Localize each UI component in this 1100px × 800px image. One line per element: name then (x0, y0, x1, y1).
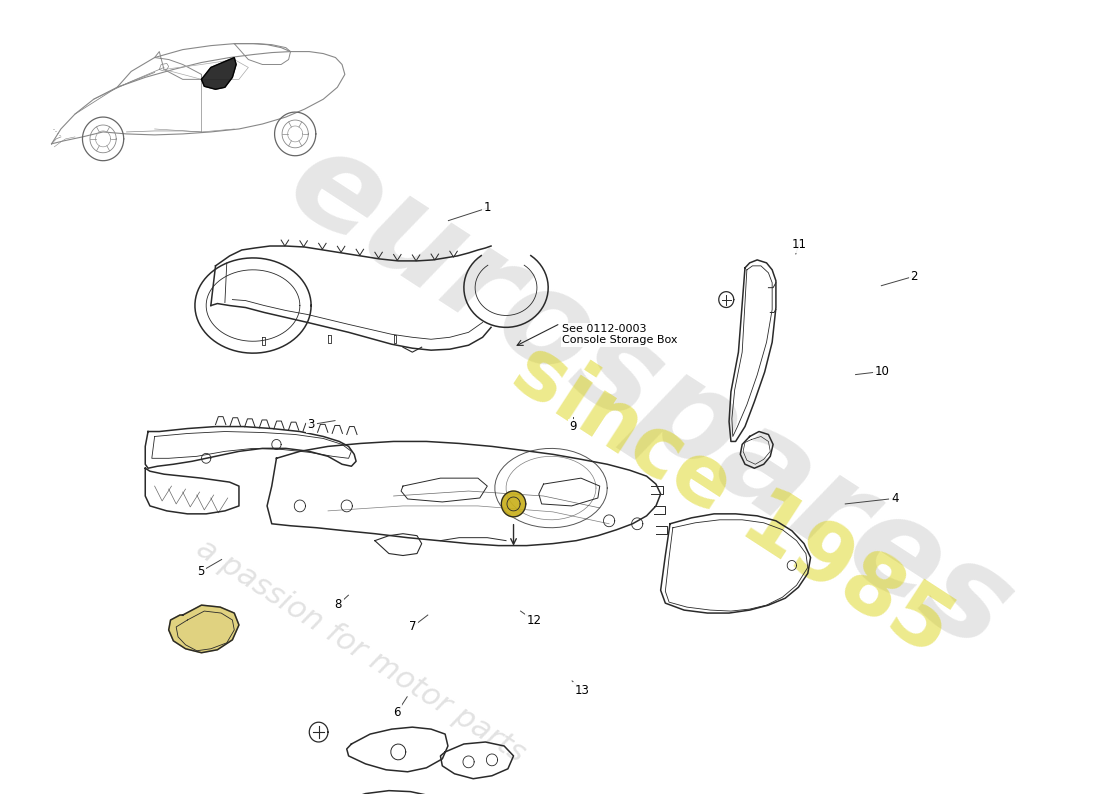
Text: 10: 10 (874, 365, 890, 378)
Text: 11: 11 (791, 238, 806, 251)
Text: 8: 8 (334, 598, 342, 611)
Text: 5: 5 (197, 565, 205, 578)
Text: 2: 2 (911, 270, 918, 282)
Text: 9: 9 (570, 421, 576, 434)
Text: eurospares: eurospares (265, 116, 1034, 678)
Text: 3: 3 (308, 418, 315, 431)
Text: 13: 13 (575, 684, 590, 697)
Polygon shape (502, 491, 526, 517)
Text: 12: 12 (527, 614, 541, 627)
Text: 4: 4 (891, 492, 899, 505)
Polygon shape (168, 605, 239, 653)
Text: a passion for motor parts: a passion for motor parts (191, 534, 530, 768)
Text: 7: 7 (408, 621, 416, 634)
Text: See 0112-0003
Console Storage Box: See 0112-0003 Console Storage Box (562, 324, 678, 346)
Polygon shape (201, 58, 236, 90)
Text: 6: 6 (393, 706, 400, 719)
Text: 1: 1 (484, 202, 492, 214)
Text: since 1985: since 1985 (498, 329, 966, 671)
